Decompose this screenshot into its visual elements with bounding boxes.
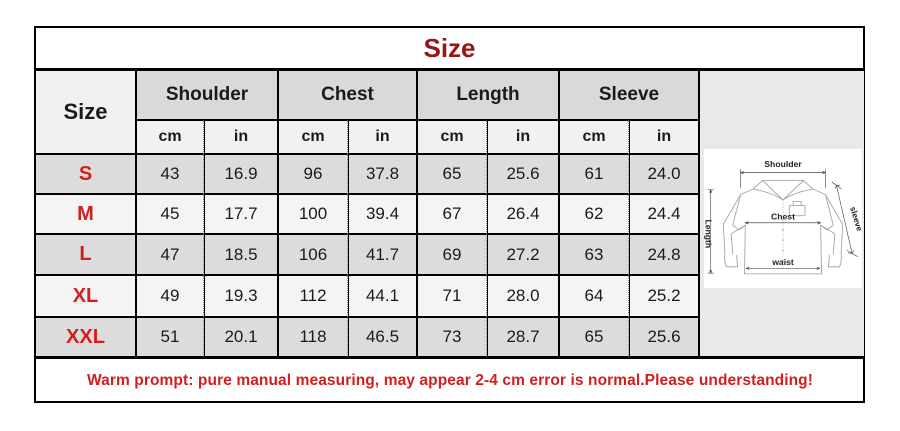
- svg-text:waist: waist: [771, 257, 794, 267]
- svg-text:Shoulder: Shoulder: [764, 159, 802, 169]
- svg-text:sleeve: sleeve: [848, 206, 862, 233]
- svg-text:Length: Length: [704, 219, 713, 248]
- svg-text:Chest: Chest: [771, 212, 795, 222]
